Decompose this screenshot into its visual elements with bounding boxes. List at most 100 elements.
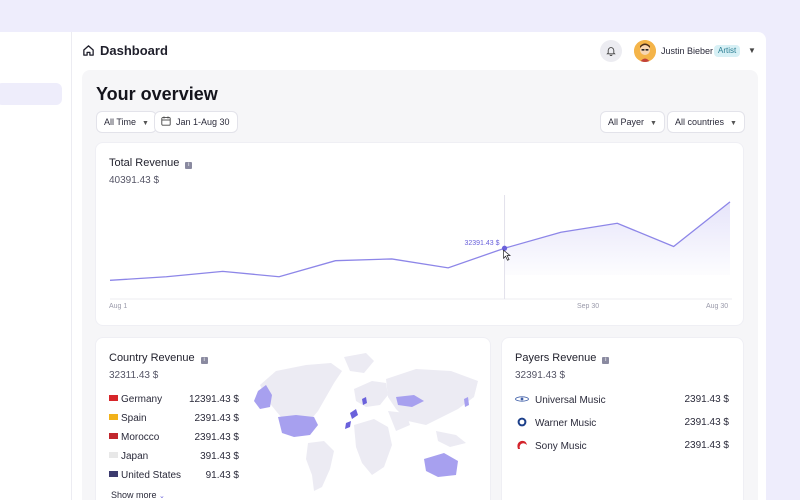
list-item[interactable]: Spain 2391.43 $ — [109, 413, 239, 427]
map-southeast-asia — [436, 431, 466, 447]
total-revenue-chart: 32391.43 $ — [109, 195, 732, 300]
top-bar: Dashboard Justin Bieber Artist ▼ — [72, 32, 766, 70]
countries-select[interactable]: All countries ▼ — [667, 111, 745, 133]
flag-icon — [109, 433, 118, 439]
info-icon[interactable]: i — [185, 162, 193, 169]
card-title: Country Revenue i — [109, 352, 208, 364]
list-item[interactable]: Universal Music 2391.43 $ — [515, 394, 729, 410]
universal-music-logo-icon — [515, 396, 529, 402]
data-point[interactable] — [109, 279, 111, 281]
country-value: 2391.43 $ — [194, 432, 240, 443]
date-range-picker[interactable]: Jan 1-Aug 30 — [154, 111, 238, 133]
map-africa — [354, 419, 392, 475]
map-greenland — [344, 353, 374, 373]
payer-value: 2391.43 $ — [684, 440, 730, 451]
bell-icon — [606, 47, 616, 56]
map-germany — [362, 397, 367, 405]
map-south-america — [306, 441, 334, 491]
show-more-label: Show more — [111, 490, 157, 500]
payers-revenue-amount: 32391.43 $ — [515, 370, 566, 381]
map-north-america — [260, 363, 342, 429]
revenue-area-fill — [504, 201, 730, 275]
country-name: Morocco — [121, 432, 160, 443]
data-point[interactable] — [673, 245, 675, 247]
map-spain — [350, 409, 358, 419]
country-value: 91.43 $ — [205, 470, 239, 481]
country-value: 12391.43 $ — [188, 394, 239, 405]
info-icon[interactable]: i — [200, 357, 208, 364]
info-icon[interactable]: i — [602, 357, 610, 364]
app-window: Dashboard Justin Bieber Artist ▼ Your ov… — [72, 32, 766, 500]
list-item[interactable]: Warner Music 2391.43 $ — [515, 417, 729, 433]
chevron-down-icon[interactable]: ▼ — [748, 46, 756, 55]
role-badge: Artist — [714, 45, 741, 57]
payers-revenue-title: Payers Revenue — [515, 352, 597, 364]
card-title: Total Revenue i — [109, 157, 193, 169]
page-title: Dashboard — [100, 43, 168, 58]
data-point[interactable] — [729, 201, 731, 203]
map-europe — [354, 381, 388, 407]
flag-icon — [109, 471, 118, 477]
data-point[interactable] — [334, 260, 336, 262]
list-item[interactable]: Sony Music 2391.43 $ — [515, 440, 729, 456]
notifications-button[interactable] — [600, 40, 622, 62]
total-revenue-amount: 40391.43 $ — [109, 175, 160, 186]
date-range-label: Jan 1-Aug 30 — [176, 117, 230, 127]
data-point[interactable] — [165, 276, 167, 278]
country-name: Spain — [121, 413, 147, 424]
data-point[interactable] — [278, 276, 280, 278]
card-title: Payers Revenue i — [515, 352, 610, 364]
avatar[interactable] — [634, 40, 656, 62]
country-value: 391.43 $ — [200, 451, 239, 462]
payer-select-label: All Payer — [608, 117, 645, 127]
calendar-icon — [161, 116, 171, 126]
country-revenue-title: Country Revenue — [109, 352, 195, 364]
payer-select[interactable]: All Payer ▼ — [600, 111, 665, 133]
flag-icon — [109, 452, 118, 458]
sidebar: ard — [0, 32, 72, 500]
chevron-down-icon: ▼ — [142, 120, 149, 127]
data-point[interactable] — [616, 222, 618, 224]
x-tick-label: Aug 30 — [706, 303, 729, 310]
map-alaska — [254, 385, 272, 409]
highlight-value-label: 32391.43 $ — [464, 240, 499, 247]
map-middle-east — [388, 411, 410, 431]
data-point[interactable] — [447, 267, 449, 269]
country-name: United States — [121, 470, 182, 481]
data-point[interactable] — [391, 258, 393, 260]
home-icon — [83, 45, 94, 56]
country-revenue-amount: 32311.43 $ — [109, 370, 159, 381]
sony-music-logo-icon — [517, 440, 527, 449]
payer-name: Sony Music — [535, 441, 587, 452]
chevron-down-icon: ▼ — [730, 120, 737, 127]
x-tick-label: Aug 1 — [109, 303, 128, 310]
period-select[interactable]: All Time ▼ — [96, 111, 157, 133]
payers-revenue-card: Payers Revenue i 32391.43 $ Universal Mus… — [501, 337, 744, 500]
list-item[interactable]: Germany 12391.43 $ — [109, 394, 239, 408]
map-australia — [424, 453, 458, 477]
list-item[interactable]: Japan 391.43 $ — [109, 451, 239, 465]
cursor-icon — [503, 249, 512, 261]
payer-value: 2391.43 $ — [684, 394, 730, 405]
map-japan — [464, 397, 469, 407]
overview-title: Your overview — [96, 84, 218, 104]
chevron-down-icon: ▼ — [650, 120, 657, 127]
flag-icon — [109, 395, 118, 401]
payer-name: Universal Music — [535, 395, 606, 406]
country-revenue-card: Country Revenue i 32311.43 $ Germany 12391… — [95, 337, 491, 500]
sidebar-item-dashboard[interactable]: ard — [0, 83, 62, 105]
countries-select-label: All countries — [675, 117, 725, 127]
main-content: Your overview All Time ▼ Jan 1-Aug 30 All… — [82, 70, 758, 500]
list-item[interactable]: Morocco 2391.43 $ — [109, 432, 239, 446]
country-name: Germany — [121, 394, 163, 405]
show-more-link[interactable]: Show more ⌄ — [111, 490, 165, 500]
flag-icon — [109, 414, 118, 420]
highlight-point[interactable] — [501, 245, 508, 251]
data-point[interactable] — [560, 231, 562, 233]
map-morocco — [345, 421, 351, 429]
revenue-series-line — [109, 201, 731, 281]
data-point[interactable] — [222, 270, 224, 272]
list-item[interactable]: United States 91.43 $ — [109, 470, 239, 484]
warner-music-logo-icon — [517, 417, 527, 427]
user-name[interactable]: Justin Bieber — [661, 46, 714, 56]
